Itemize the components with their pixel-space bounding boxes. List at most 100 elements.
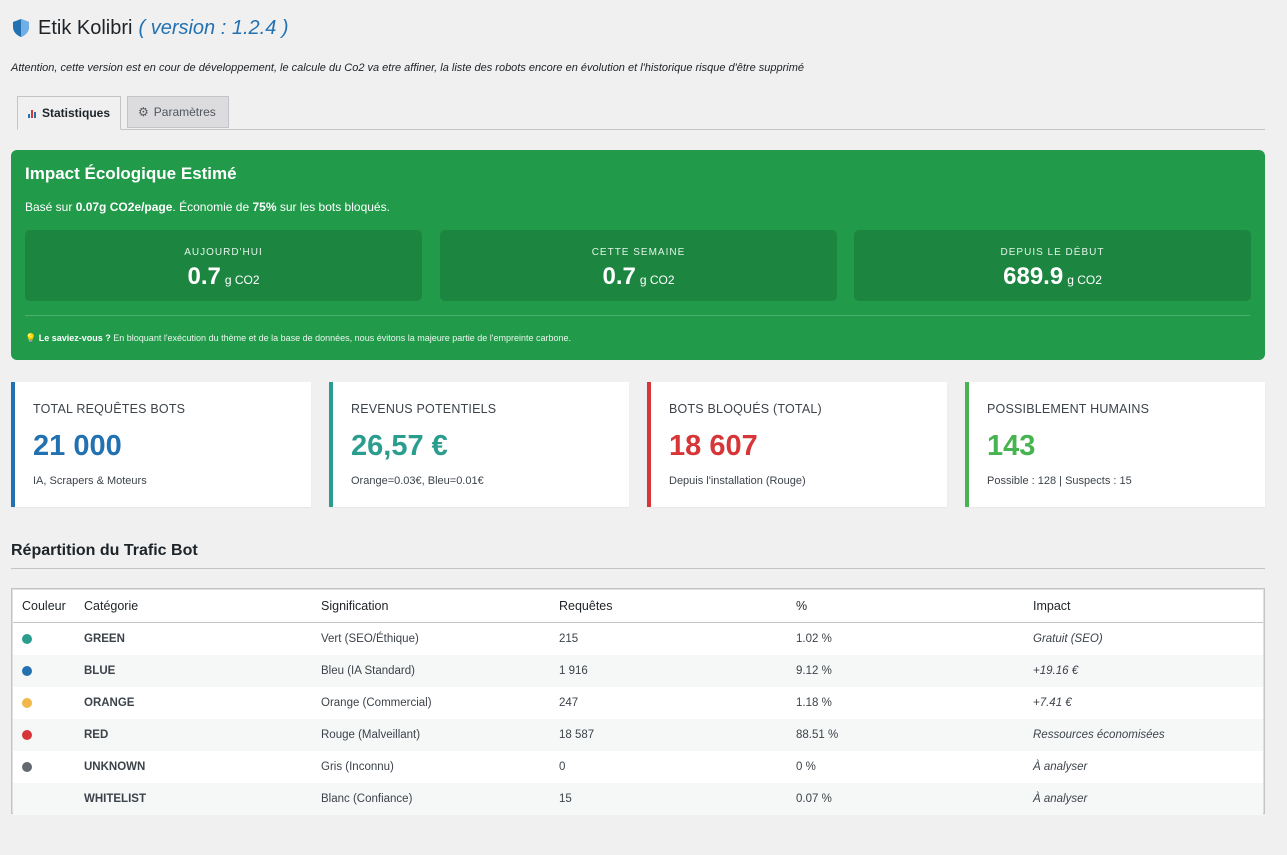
category-cell: RED (84, 719, 321, 751)
lightbulb-icon: 💡 (25, 333, 37, 343)
meaning-cell: Orange (Commercial) (321, 697, 432, 709)
eco-subtitle: Basé sur 0.07g CO2e/page. Économie de 75… (25, 200, 390, 214)
pct-cell: 1.02 % (796, 633, 832, 645)
shield-icon (13, 19, 29, 37)
pct-cell: 1.18 % (796, 697, 832, 709)
eco-subtitle-pct: 75% (252, 200, 277, 214)
divider (11, 568, 1265, 569)
table-row: BLUE Bleu (IA Standard) 1 916 9.12 % +19… (13, 655, 1263, 687)
stat-value: 26,57 € (351, 430, 448, 462)
col-header: % (796, 590, 1033, 623)
meaning-cell: Vert (SEO/Éthique) (321, 633, 419, 645)
table-row: WHITELIST Blanc (Confiance) 15 0.07 % À … (13, 783, 1263, 815)
eco-title: Impact Écologique Estimé (25, 164, 237, 183)
eco-box-value: 0.7 g CO2 (25, 263, 422, 291)
tab-bar: Statistiques ⚙ Paramètres (17, 96, 1265, 130)
meaning-cell: Rouge (Malveillant) (321, 719, 559, 751)
color-dot (22, 793, 32, 804)
impact-cell: +7.41 € (1033, 697, 1072, 709)
app-name: Etik Kolibri (38, 16, 133, 39)
impact-cell: +19.16 € (1033, 655, 1263, 687)
eco-box-today: Aujourd'hui 0.7 g CO2 (25, 230, 422, 301)
meaning-cell: Bleu (IA Standard) (321, 655, 559, 687)
eco-value: 0.7 (602, 263, 636, 290)
eco-subtitle-mid: . Économie de (172, 200, 250, 214)
stat-card-revenue: Revenus potentiels 26,57 € Orange=0.03€,… (329, 382, 629, 507)
section-title: Répartition du Trafic Bot (11, 542, 198, 559)
requests-cell: 18 587 (559, 719, 796, 751)
dev-notice: Attention, cette version est en cour de … (11, 62, 804, 74)
requests-cell: 1 916 (559, 655, 796, 687)
color-dot (22, 729, 32, 740)
category-cell: BLUE (84, 655, 321, 687)
requests-cell: 0 (559, 761, 566, 773)
eco-tip-title: Le saviez-vous ? (38, 333, 111, 343)
eco-value: 0.7 (187, 263, 221, 290)
stat-card-total-requests: Total requêtes bots 21 000 IA, Scrapers … (11, 382, 311, 507)
impact-cell: À analyser (1033, 783, 1263, 815)
eco-unit: g CO2 (224, 273, 260, 287)
version-label: ( version : 1.2.4 ) (138, 16, 289, 39)
meaning-cell: Gris (Inconnu) (321, 761, 394, 773)
col-header: Signification (321, 590, 559, 623)
tab-label: Paramètres (153, 105, 216, 119)
table-row: ORANGE Orange (Commercial) 247 1.18 % +7… (13, 687, 1263, 719)
page-title: Etik Kolibri ( version : 1.2.4 ) (13, 14, 289, 42)
eco-box-label: Aujourd'hui (184, 247, 263, 258)
eco-unit: g CO2 (1067, 273, 1102, 287)
category-cell: ORANGE (84, 697, 135, 709)
category-cell: WHITELIST (84, 783, 321, 815)
pct-cell: 9.12 % (796, 655, 1033, 687)
eco-box-value: 689.9 g CO2 (854, 263, 1251, 291)
tab-statistiques[interactable]: Statistiques (17, 96, 121, 130)
table-row: UNKNOWN Gris (Inconnu) 0 0 % À analyser (13, 751, 1263, 783)
stat-card-humans: Possiblement humains 143 Possible : 128 … (965, 382, 1265, 507)
tab-label: Statistiques (42, 106, 111, 120)
traffic-table: Couleur Catégorie Signification Requêtes… (11, 588, 1265, 815)
bar-chart-icon (28, 109, 36, 118)
stat-label: Total requêtes bots (33, 402, 186, 416)
stat-value: 18 607 (669, 430, 758, 462)
eco-box-label: Depuis le début (1000, 247, 1105, 258)
eco-box-total: Depuis le début 689.9 g CO2 (854, 230, 1251, 301)
stat-sub: Possible : 128 | Suspects : 15 (987, 475, 1132, 487)
col-header: Requêtes (559, 590, 796, 623)
stat-sub: Depuis l'installation (Rouge) (669, 475, 806, 487)
pct-cell: 0 % (796, 761, 816, 773)
impact-cell: À analyser (1033, 761, 1088, 773)
category-cell: UNKNOWN (84, 761, 146, 773)
eco-subtitle-prefix: Basé sur (25, 200, 73, 214)
stat-value: 21 000 (33, 430, 122, 462)
eco-subtitle-suffix: sur les bots bloqués. (279, 200, 390, 214)
impact-cell: Ressources économisées (1033, 719, 1263, 751)
divider (25, 315, 1250, 316)
stat-label: Bots bloqués (total) (669, 402, 822, 416)
stat-value: 143 (987, 430, 1036, 462)
meaning-cell: Blanc (Confiance) (321, 783, 559, 815)
table-row: GREEN Vert (SEO/Éthique) 215 1.02 % Grat… (13, 623, 1263, 656)
eco-impact-card: Impact Écologique Estimé Basé sur 0.07g … (11, 150, 1265, 360)
col-header: Catégorie (84, 590, 321, 623)
stat-label: Revenus potentiels (351, 402, 497, 416)
table-header-row: Couleur Catégorie Signification Requêtes… (13, 590, 1263, 623)
tab-parametres[interactable]: ⚙ Paramètres (127, 96, 229, 128)
table-row: RED Rouge (Malveillant) 18 587 88.51 % R… (13, 719, 1263, 751)
category-cell: GREEN (84, 633, 125, 645)
col-header: Couleur (13, 590, 84, 623)
requests-cell: 215 (559, 633, 579, 645)
eco-value: 689.9 (1003, 263, 1064, 290)
eco-subtitle-rate: 0.07g CO2e/page (75, 200, 173, 214)
stat-sub: IA, Scrapers & Moteurs (33, 475, 147, 487)
color-dot (22, 697, 32, 708)
eco-tip-text: En bloquant l'exécution du thème et de l… (113, 333, 572, 343)
pct-cell: 88.51 % (796, 719, 1033, 751)
eco-box-label: Cette semaine (591, 247, 686, 258)
eco-box-week: Cette semaine 0.7 g CO2 (440, 230, 837, 301)
impact-cell: Gratuit (SEO) (1033, 633, 1103, 645)
col-header: Impact (1033, 590, 1263, 623)
color-dot (22, 761, 32, 772)
gear-icon: ⚙ (138, 105, 149, 119)
eco-unit: g CO2 (639, 273, 675, 287)
pct-cell: 0.07 % (796, 783, 1033, 815)
eco-tip: 💡 Le saviez-vous ? En bloquant l'exécuti… (25, 333, 571, 344)
